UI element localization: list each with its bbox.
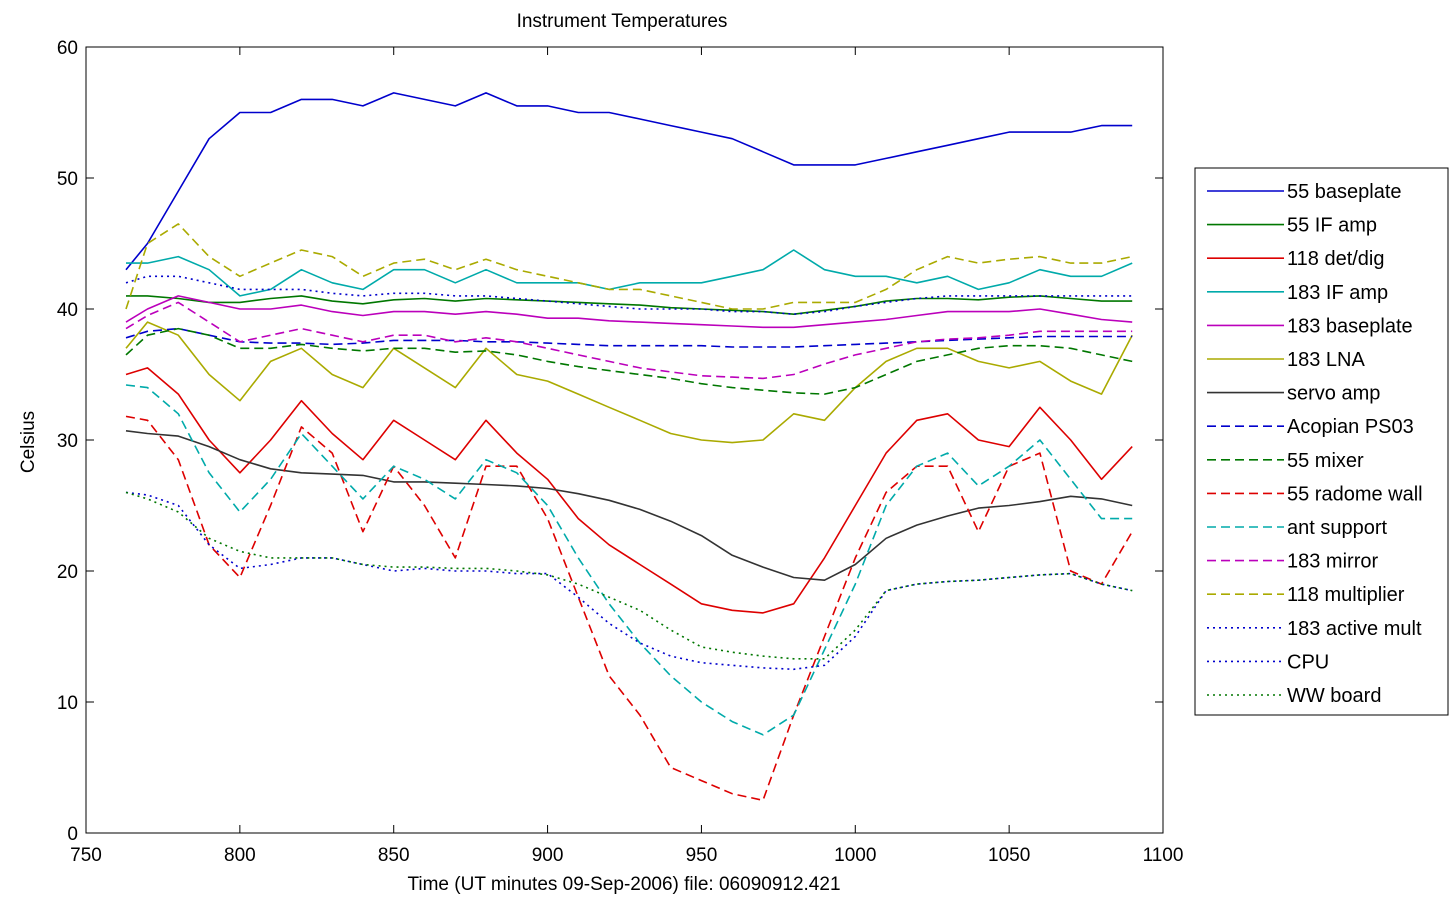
y-tick-labels: 0 10 20 30 40 50 60 <box>57 38 78 845</box>
x-tick-label: 750 <box>70 845 102 866</box>
legend-label: ant support <box>1287 517 1388 539</box>
legend-label: 55 mixer <box>1287 450 1364 472</box>
legend-label: 183 LNA <box>1287 349 1365 371</box>
legend-label: 55 radome wall <box>1287 483 1423 505</box>
y-tick-label: 0 <box>67 824 78 845</box>
series-line-55-if-amp <box>126 295 1133 316</box>
series-line-ant-support <box>125 384 1133 736</box>
legend-label: 183 mirror <box>1287 551 1378 573</box>
legend-box <box>1194 167 1449 716</box>
series-line-183-lna <box>125 321 1133 444</box>
series-line-acopian-ps03 <box>125 327 1133 348</box>
plot-area <box>85 46 1164 834</box>
x-tick-label: 850 <box>378 845 410 866</box>
x-tick-label: 950 <box>686 845 718 866</box>
x-tick-label: 900 <box>532 845 564 866</box>
legend-label: CPU <box>1287 651 1329 673</box>
series-line-118-multiplier <box>125 223 1133 310</box>
series-line-183-baseplate <box>125 295 1133 329</box>
y-tick-label: 40 <box>57 300 78 321</box>
x-tick-label: 1050 <box>988 845 1030 866</box>
x-tick-label: 800 <box>224 845 256 866</box>
y-tick-label: 30 <box>57 431 78 452</box>
y-tick-label: 60 <box>57 38 78 59</box>
legend-label: Acopian PS03 <box>1287 416 1414 438</box>
x-tick-label: 1000 <box>834 845 876 866</box>
x-tick-labels: 750 800 850 900 950 1000 1050 1100 <box>70 845 1183 866</box>
y-tick-label: 20 <box>57 562 78 583</box>
series-line-55-baseplate <box>125 92 1133 271</box>
legend-items: 55 baseplate 55 IF amp 118 det/dig 183 IF a… <box>1207 181 1423 707</box>
y-tick-label: 50 <box>57 169 78 190</box>
ticks-layer <box>85 46 1164 834</box>
legend-label: 183 active mult <box>1287 618 1422 640</box>
series-line-183-mirror <box>125 301 1133 380</box>
x-tick-label: 1100 <box>1143 845 1184 866</box>
series-line-183-if-amp <box>126 249 1133 297</box>
legend-label: 55 baseplate <box>1287 181 1402 203</box>
y-tick-label: 10 <box>57 693 78 714</box>
legend-label: 118 det/dig <box>1287 248 1385 270</box>
axes-frame <box>85 46 1164 834</box>
legend-label: 55 IF amp <box>1287 215 1377 237</box>
series-line-118-det-dig <box>125 367 1133 614</box>
series-layer <box>125 92 1133 802</box>
series-line-55-radome-wall <box>125 415 1133 802</box>
chart-title: Instrument Temperatures <box>517 11 728 32</box>
legend-label: WW board <box>1287 685 1381 707</box>
series-line-servo-amp <box>125 430 1133 582</box>
x-axis-label: Time (UT minutes 09-Sep-2006) file: 0609… <box>407 874 840 895</box>
series-line-55-mixer <box>125 327 1133 395</box>
series-line-cpu <box>125 275 1133 316</box>
legend-label: 183 IF amp <box>1287 282 1388 304</box>
legend-label: 183 baseplate <box>1287 315 1413 337</box>
legend-label: servo amp <box>1287 383 1380 405</box>
legend-label: 118 multiplier <box>1287 584 1405 606</box>
y-axis-label: Celsius <box>18 411 39 473</box>
legend: 55 baseplate 55 IF amp 118 det/dig 183 IF a… <box>1194 167 1449 716</box>
